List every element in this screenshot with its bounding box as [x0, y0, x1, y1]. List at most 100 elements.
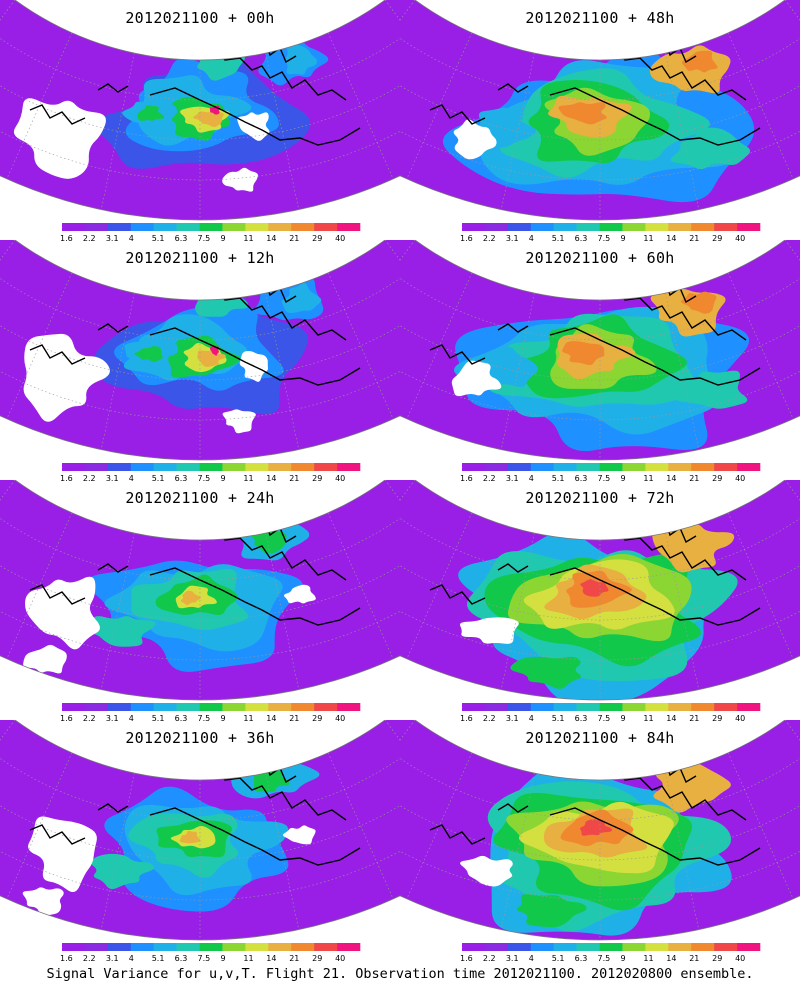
variance-contour: [558, 102, 607, 125]
colorbar-tick-label: 3.1: [506, 714, 519, 723]
colorbar-tick-label: 11: [643, 474, 653, 483]
colorbar-swatch: [268, 703, 292, 711]
variance-contour: [91, 853, 154, 890]
colorbar-tick-label: 9: [620, 474, 625, 483]
low-variance-gap: [25, 576, 100, 650]
variance-contour: [510, 656, 582, 689]
colorbar-swatch: [484, 703, 509, 711]
low-variance-gap: [453, 119, 497, 160]
colorbar-tick-label: 7.5: [598, 714, 611, 723]
colorbar-tick-label: 29: [712, 714, 722, 723]
colorbar-tick-label: 9: [220, 234, 225, 243]
colorbar-tick-label: 2.2: [483, 474, 496, 483]
colorbar-swatch: [337, 943, 361, 951]
variance-map: 1.6 2.2 3.1 4 5.1 6.3 7.5 9 11 14 21 29 40: [400, 240, 800, 483]
colorbar-tick-label: 21: [689, 954, 699, 963]
colorbar-tick-label: 1.6: [460, 954, 473, 963]
panel-title: 2012021100 + 72h: [525, 489, 675, 507]
forecast-panel: 1.6 2.2 3.1 4 5.1 6.3 7.5 9 11 14 21 29 40 2012021100…: [0, 0, 400, 250]
colorbar-swatch: [622, 943, 646, 951]
colorbar-swatch: [130, 703, 154, 711]
low-variance-gap: [283, 584, 316, 604]
colorbar-swatch: [222, 463, 246, 471]
colorbar-swatch: [737, 703, 761, 711]
map-boundary: [0, 240, 400, 461]
colorbar-swatch: [107, 943, 132, 951]
variance-map: 1.6 2.2 3.1 4 5.1 6.3 7.5 9 11 14 21 29 40: [400, 480, 800, 723]
colorbar-swatch: [222, 943, 246, 951]
low-variance-gap: [460, 855, 513, 887]
colorbar-swatch: [107, 703, 132, 711]
colorbar-tick-label: 5.1: [552, 474, 565, 483]
variance-map: 1.6 2.2 3.1 4 5.1 6.3 7.5 9 11 14 21 29 40: [400, 720, 800, 963]
colorbar-swatch: [691, 943, 715, 951]
low-variance-gap: [222, 167, 258, 192]
colorbar-swatch: [553, 463, 577, 471]
colorbar-tick-label: 2.2: [83, 474, 96, 483]
colorbar-swatch: [62, 463, 86, 471]
colorbar-swatch: [507, 223, 532, 231]
variance-contour: [562, 341, 605, 366]
panel-title: 2012021100 + 60h: [525, 249, 675, 267]
colorbar-tick-label: 14: [666, 474, 676, 483]
colorbar-swatch: [337, 223, 361, 231]
colorbar-tick-label: 7.5: [198, 234, 211, 243]
colorbar-swatch: [530, 463, 554, 471]
colorbar-swatch: [507, 943, 532, 951]
colorbar-tick-label: 3.1: [106, 234, 119, 243]
low-variance-gap: [28, 816, 97, 893]
colorbar-tick-label: 1.6: [60, 474, 73, 483]
colorbar: 1.6 2.2 3.1 4 5.1 6.3 7.5 9 11 14 21 29 40: [460, 223, 761, 243]
colorbar-swatch: [222, 703, 246, 711]
colorbar: 1.6 2.2 3.1 4 5.1 6.3 7.5 9 11 14 21 29 40: [460, 703, 761, 723]
colorbar-swatch: [645, 703, 669, 711]
colorbar-tick-label: 14: [666, 234, 676, 243]
colorbar-swatch: [153, 463, 177, 471]
colorbar-tick-label: 3.1: [106, 714, 119, 723]
colorbar-tick-label: 6.3: [175, 954, 188, 963]
colorbar-tick-label: 29: [312, 954, 322, 963]
colorbar-swatch: [737, 943, 761, 951]
forecast-panel: 1.6 2.2 3.1 4 5.1 6.3 7.5 9 11 14 21 29 40 2012021100…: [400, 240, 800, 490]
colorbar-swatch: [130, 223, 154, 231]
variance-contour: [652, 523, 735, 573]
colorbar-swatch: [484, 943, 509, 951]
colorbar-swatch: [268, 943, 292, 951]
colorbar-swatch: [153, 943, 177, 951]
colorbar-swatch: [462, 223, 486, 231]
colorbar-swatch: [576, 703, 600, 711]
colorbar-swatch: [599, 703, 623, 711]
low-variance-gap: [23, 333, 110, 422]
low-variance-gap: [451, 360, 502, 397]
colorbar-tick-label: 1.6: [60, 954, 73, 963]
colorbar-tick-label: 40: [335, 714, 345, 723]
colorbar-tick-label: 9: [620, 234, 625, 243]
colorbar: 1.6 2.2 3.1 4 5.1 6.3 7.5 9 11 14 21 29 40: [60, 703, 361, 723]
colorbar-swatch: [314, 943, 338, 951]
colorbar-tick-label: 11: [243, 474, 253, 483]
colorbar-tick-label: 11: [243, 954, 253, 963]
colorbar-tick-label: 5.1: [152, 474, 165, 483]
low-variance-gap: [23, 644, 67, 674]
colorbar-tick-label: 29: [312, 234, 322, 243]
colorbar-tick-label: 6.3: [575, 954, 588, 963]
forecast-panel: 1.6 2.2 3.1 4 5.1 6.3 7.5 9 11 14 21 29 40 2012021100…: [0, 240, 400, 490]
colorbar-swatch: [691, 463, 715, 471]
colorbar: 1.6 2.2 3.1 4 5.1 6.3 7.5 9 11 14 21 29 40: [60, 463, 361, 483]
colorbar-tick-label: 14: [266, 714, 276, 723]
variance-contour: [179, 831, 201, 844]
colorbar-swatch: [645, 223, 669, 231]
colorbar-tick-label: 9: [220, 954, 225, 963]
colorbar-swatch: [484, 463, 509, 471]
low-variance-gap: [459, 617, 519, 644]
colorbar-tick-label: 11: [643, 954, 653, 963]
colorbar-swatch: [668, 463, 692, 471]
colorbar-tick-label: 7.5: [198, 954, 211, 963]
colorbar-swatch: [84, 463, 109, 471]
panel-title: 2012021100 + 00h: [125, 9, 275, 27]
colorbar-tick-label: 1.6: [60, 234, 73, 243]
colorbar-swatch: [691, 703, 715, 711]
variance-contour: [579, 819, 613, 836]
colorbar-tick-label: 6.3: [175, 234, 188, 243]
colorbar-swatch: [714, 463, 738, 471]
